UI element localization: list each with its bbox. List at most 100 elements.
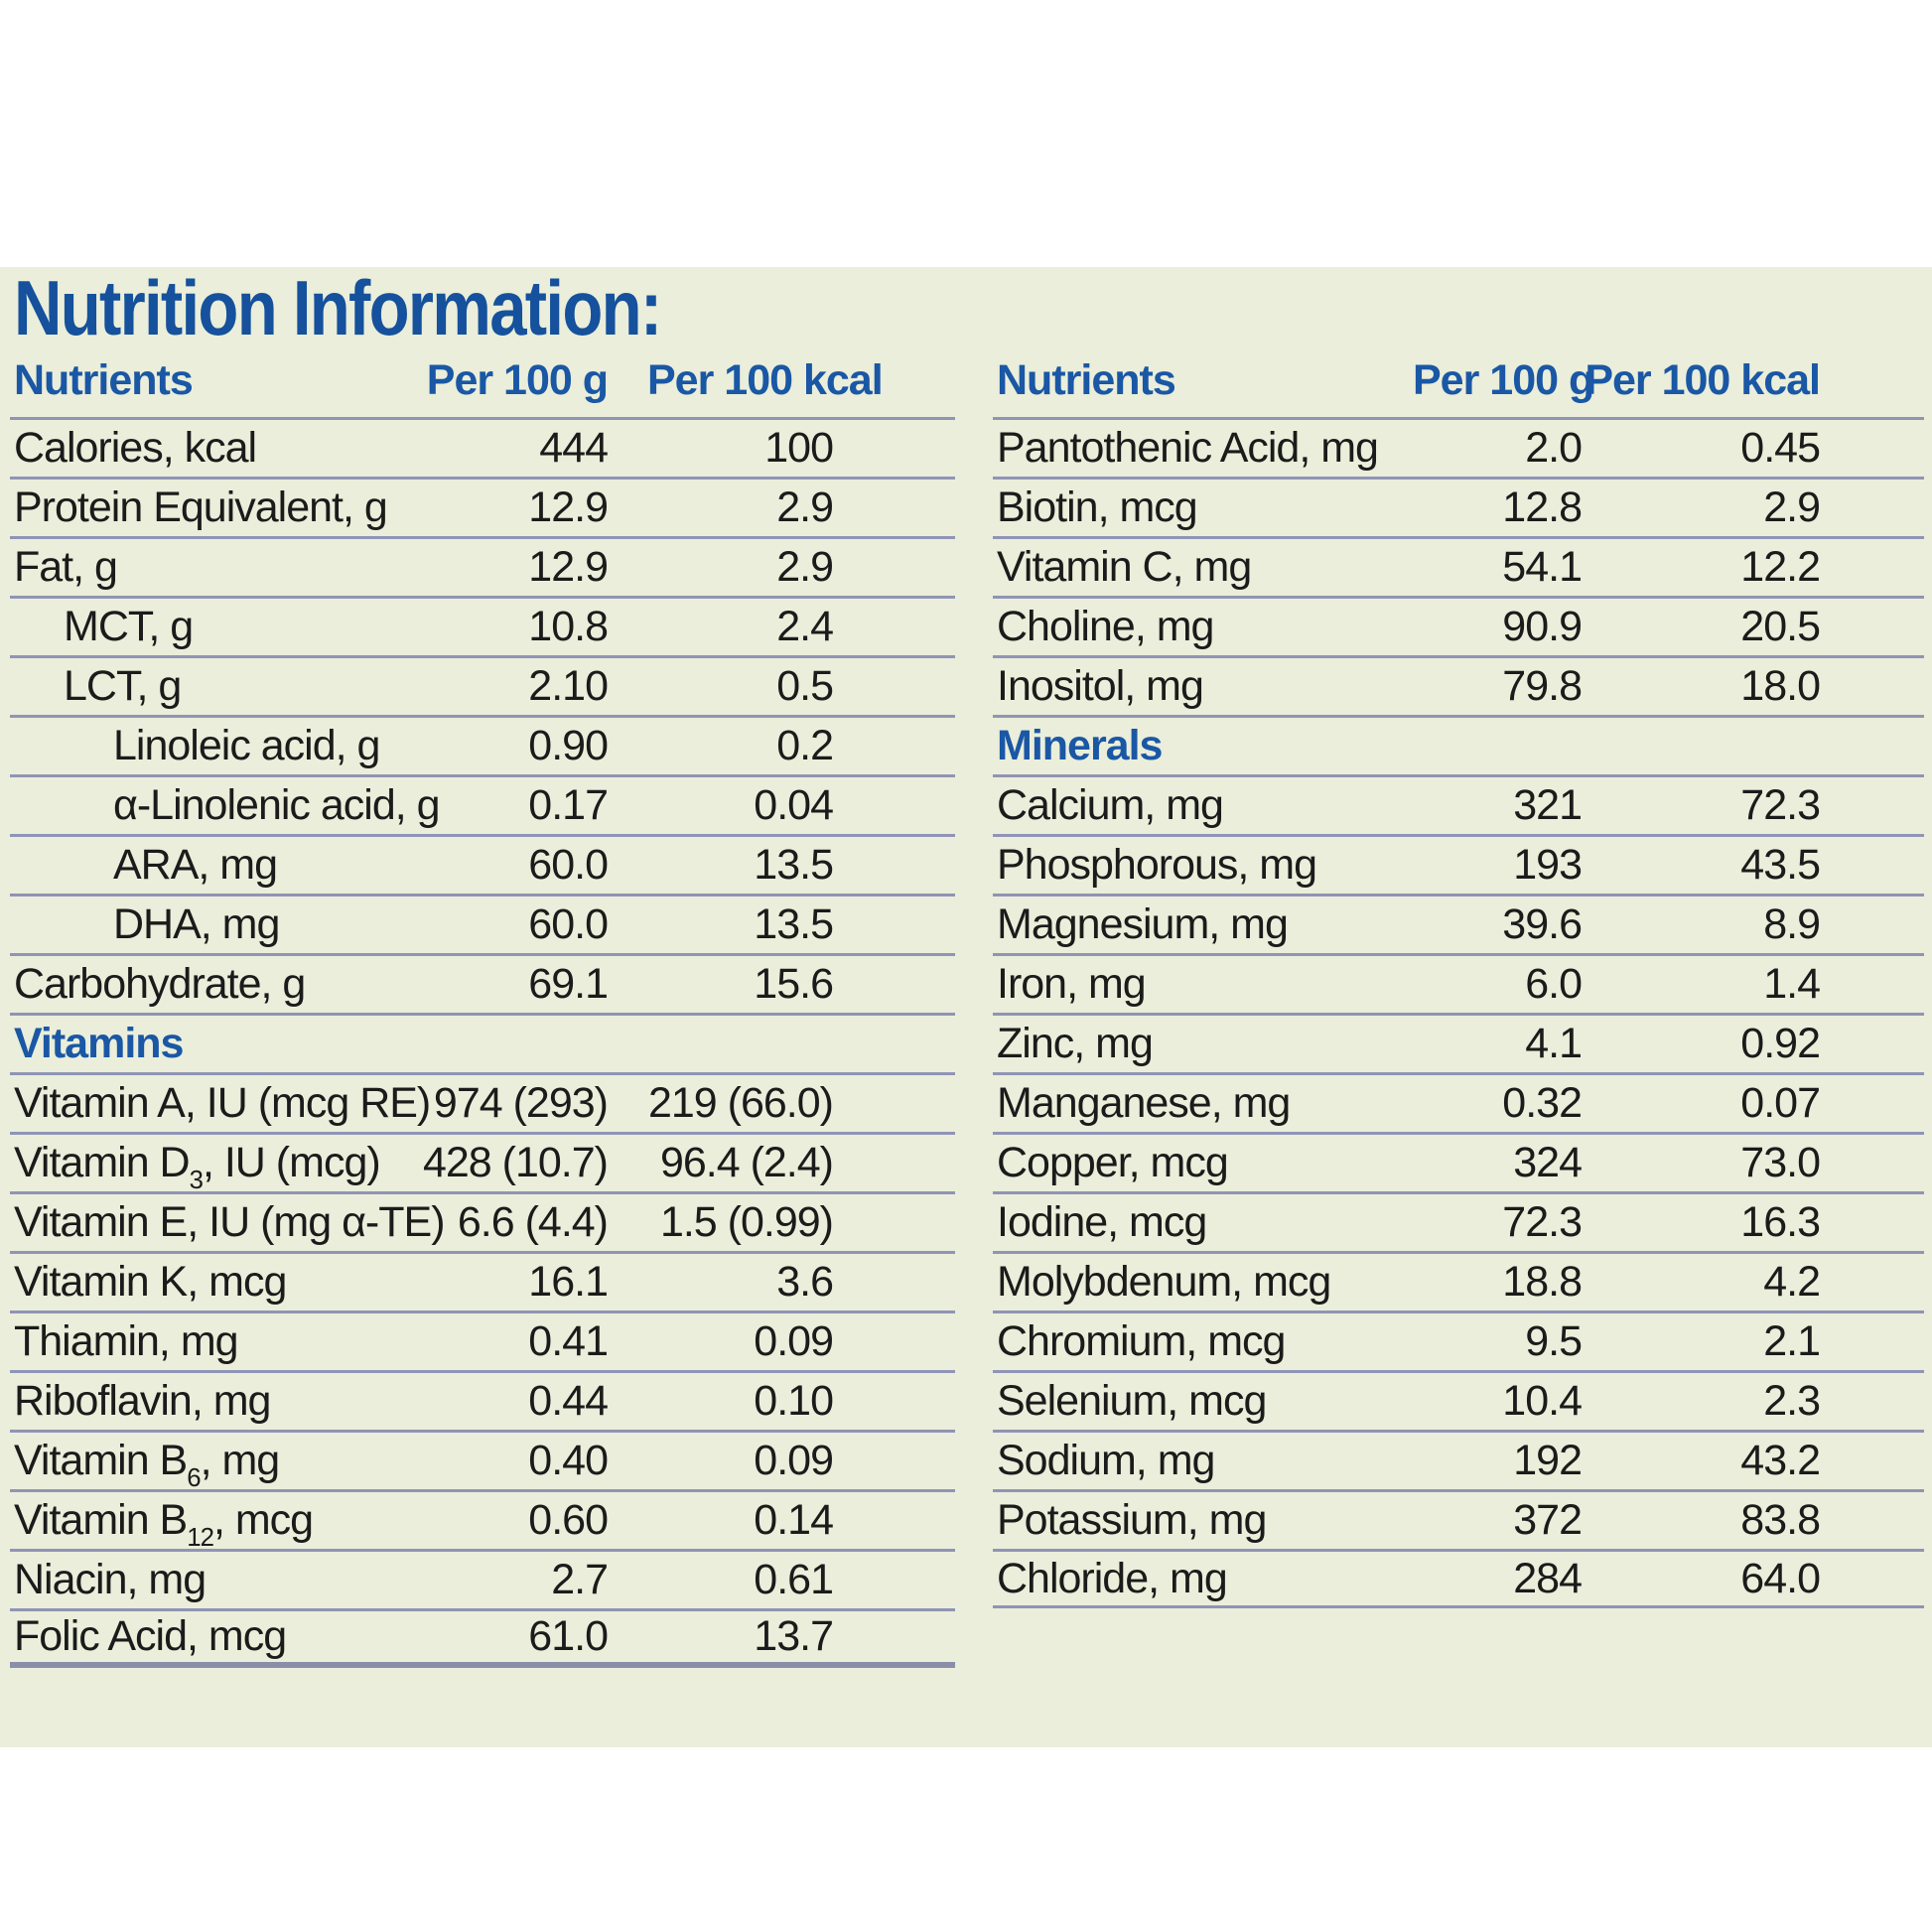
- nutrient-row: Niacin, mg 2.7 0.61: [10, 1549, 955, 1608]
- value-per-100g: 60.0: [528, 841, 609, 889]
- value-per-100kcal: 0.5: [776, 662, 834, 710]
- value-per-100kcal: 15.6: [754, 960, 834, 1008]
- col-header-per-100g: Per 100 g: [1413, 356, 1594, 404]
- section-label: Vitamins: [14, 1020, 184, 1067]
- col-header-per-100kcal: Per 100 kcal: [1585, 356, 1821, 404]
- nutrient-row: Vitamin A, IU (mcg RE) 974 (293) 219 (66.0…: [10, 1072, 955, 1132]
- nutrient-label: Chromium, mcg: [997, 1317, 1286, 1365]
- nutrient-row: Linoleic acid, g 0.90 0.2: [10, 715, 955, 774]
- nutrient-label: Chloride, mg: [997, 1554, 1228, 1602]
- nutrient-label: Linoleic acid, g: [113, 722, 380, 769]
- table-header-row: Nutrients Per 100 g Per 100 kcal: [10, 355, 955, 417]
- value-per-100g: 0.90: [528, 722, 609, 769]
- value-per-100g: 321: [1513, 781, 1583, 829]
- value-per-100g: 444: [539, 424, 609, 472]
- nutrient-row: Chromium, mcg 9.5 2.1: [993, 1311, 1924, 1370]
- value-per-100g: 39.6: [1502, 900, 1583, 948]
- value-per-100g: 72.3: [1502, 1198, 1583, 1246]
- nutrient-label: Vitamin D3, IU (mcg): [14, 1139, 381, 1194]
- value-per-100g: 0.40: [528, 1437, 609, 1484]
- value-per-100g: 18.8: [1502, 1258, 1583, 1306]
- value-per-100kcal: 3.6: [776, 1258, 834, 1306]
- value-per-100g: 12.8: [1502, 483, 1583, 531]
- nutrient-row: Iron, mg 6.0 1.4: [993, 953, 1924, 1013]
- nutrient-label: Vitamin B6, mg: [14, 1437, 280, 1492]
- value-per-100g: 372: [1513, 1496, 1583, 1544]
- value-per-100g: 69.1: [528, 960, 609, 1008]
- nutrient-label: Biotin, mcg: [997, 483, 1198, 531]
- value-per-100g: 0.17: [528, 781, 609, 829]
- nutrient-row: Iodine, mcg 72.3 16.3: [993, 1191, 1924, 1251]
- value-per-100kcal: 0.2: [776, 722, 834, 769]
- value-per-100g: 324: [1513, 1139, 1583, 1186]
- value-per-100kcal: 13.5: [754, 841, 834, 889]
- nutrient-label: Phosphorous, mg: [997, 841, 1317, 889]
- nutrient-label: Vitamin C, mg: [997, 543, 1252, 591]
- value-per-100kcal: 16.3: [1740, 1198, 1821, 1246]
- value-per-100g: 2.7: [551, 1556, 609, 1603]
- value-per-100g: 284: [1513, 1554, 1583, 1602]
- value-per-100g: 192: [1513, 1437, 1583, 1484]
- nutrient-row: Magnesium, mg 39.6 8.9: [993, 894, 1924, 953]
- value-per-100kcal: 96.4 (2.4): [659, 1139, 834, 1186]
- nutrient-label: Inositol, mg: [997, 662, 1204, 710]
- value-per-100g: 54.1: [1502, 543, 1583, 591]
- value-per-100kcal: 219 (66.0): [647, 1079, 834, 1127]
- nutrient-label: Sodium, mg: [997, 1437, 1215, 1484]
- value-per-100kcal: 20.5: [1740, 603, 1821, 650]
- col-header-nutrients: Nutrients: [14, 356, 194, 404]
- value-per-100kcal: 2.9: [776, 483, 834, 531]
- nutrient-label: Manganese, mg: [997, 1079, 1291, 1127]
- nutrient-row: Pantothenic Acid, mg 2.0 0.45: [993, 417, 1924, 477]
- value-per-100kcal: 2.9: [1763, 483, 1821, 531]
- nutrient-row: MCT, g 10.8 2.4: [10, 596, 955, 655]
- nutrient-label: Thiamin, mg: [14, 1317, 239, 1365]
- value-per-100g: 12.9: [528, 483, 609, 531]
- label-subscript: 12: [187, 1523, 214, 1552]
- value-per-100g: 0.32: [1502, 1079, 1583, 1127]
- value-per-100kcal: 2.3: [1763, 1377, 1821, 1425]
- value-per-100kcal: 0.09: [754, 1437, 834, 1484]
- value-per-100g: 60.0: [528, 900, 609, 948]
- value-per-100g: 90.9: [1502, 603, 1583, 650]
- value-per-100g: 0.41: [528, 1317, 609, 1365]
- value-per-100g: 10.8: [528, 603, 609, 650]
- value-per-100kcal: 4.2: [1763, 1258, 1821, 1306]
- value-per-100g: 4.1: [1525, 1020, 1583, 1067]
- value-per-100g: 6.6 (4.4): [457, 1198, 609, 1246]
- value-per-100kcal: 43.2: [1740, 1437, 1821, 1484]
- nutrient-label: Magnesium, mg: [997, 900, 1289, 948]
- nutrient-row: Protein Equivalent, g 12.9 2.9: [10, 477, 955, 536]
- nutrient-label: Vitamin B12, mcg: [14, 1496, 314, 1552]
- value-per-100kcal: 0.45: [1740, 424, 1821, 472]
- nutrient-label: Riboflavin, mg: [14, 1377, 271, 1425]
- label-subscript: 6: [187, 1463, 201, 1492]
- nutrient-label: Protein Equivalent, g: [14, 483, 388, 531]
- value-per-100g: 61.0: [528, 1612, 609, 1660]
- nutrient-row: Biotin, mcg 12.8 2.9: [993, 477, 1924, 536]
- nutrient-label: Choline, mg: [997, 603, 1214, 650]
- section-label: Minerals: [997, 722, 1163, 769]
- nutrient-label: Iodine, mcg: [997, 1198, 1207, 1246]
- value-per-100kcal: 2.1: [1763, 1317, 1821, 1365]
- section-header-row: Minerals: [993, 715, 1924, 774]
- value-per-100kcal: 0.10: [754, 1377, 834, 1425]
- value-per-100kcal: 100: [764, 424, 834, 472]
- value-per-100g: 193: [1513, 841, 1583, 889]
- nutrient-label: Pantothenic Acid, mg: [997, 424, 1379, 472]
- value-per-100kcal: 0.61: [754, 1556, 834, 1603]
- value-per-100kcal: 43.5: [1740, 841, 1821, 889]
- col-header-nutrients: Nutrients: [997, 356, 1176, 404]
- nutrient-label: Molybdenum, mcg: [997, 1258, 1331, 1306]
- nutrient-label: α-Linolenic acid, g: [113, 781, 441, 829]
- table-body: Pantothenic Acid, mg 2.0 0.45 Biotin, mcg 12…: [993, 417, 1924, 1608]
- nutrient-row: Phosphorous, mg 193 43.5: [993, 834, 1924, 894]
- col-header-per-100kcal: Per 100 kcal: [647, 356, 884, 404]
- nutrient-label: Zinc, mg: [997, 1020, 1154, 1067]
- value-per-100g: 10.4: [1502, 1377, 1583, 1425]
- nutrition-panel: Nutrition Information: Nutrients Per 100…: [0, 264, 1932, 1747]
- col-header-per-100g: Per 100 g: [426, 356, 609, 404]
- nutrient-row: Calories, kcal 444 100: [10, 417, 955, 477]
- nutrient-row: Vitamin D3, IU (mcg) 428 (10.7) 96.4 (2.4): [10, 1132, 955, 1194]
- nutrient-label: Calcium, mg: [997, 781, 1224, 829]
